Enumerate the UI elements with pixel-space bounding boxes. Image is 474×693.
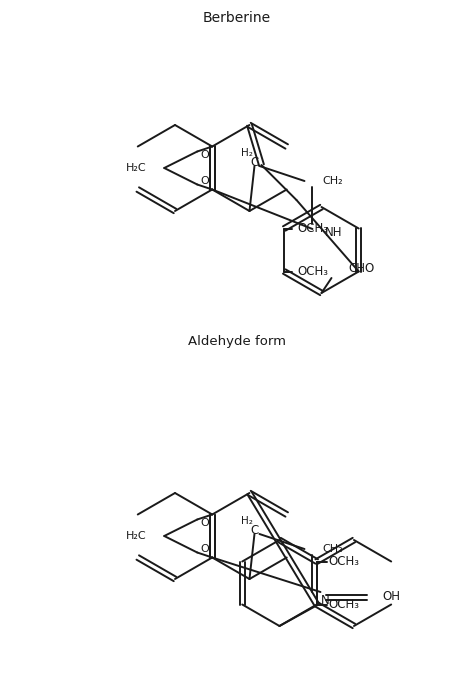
Text: OCH₃: OCH₃ (328, 555, 360, 568)
Text: H₂C: H₂C (126, 163, 146, 173)
Text: C: C (250, 525, 259, 538)
Text: OCH₃: OCH₃ (328, 598, 360, 611)
Text: NH: NH (325, 225, 342, 238)
Text: OH: OH (383, 590, 401, 604)
Text: O: O (201, 518, 210, 529)
Text: H₂: H₂ (240, 148, 253, 158)
Text: Berberine: Berberine (203, 11, 271, 25)
Text: N: N (320, 593, 329, 606)
Text: O: O (201, 150, 210, 161)
Text: OCH₃: OCH₃ (297, 222, 328, 235)
Text: CHO: CHO (348, 261, 375, 274)
Text: H₂C: H₂C (126, 531, 146, 541)
Text: H₂: H₂ (240, 516, 253, 526)
Text: O: O (201, 175, 210, 186)
Text: CH₂: CH₂ (322, 544, 343, 554)
Text: Aldehyde form: Aldehyde form (188, 335, 286, 349)
Text: C: C (250, 157, 259, 170)
Text: OCH₃: OCH₃ (297, 265, 328, 278)
Text: CH₂: CH₂ (322, 176, 343, 186)
Text: O: O (201, 543, 210, 554)
